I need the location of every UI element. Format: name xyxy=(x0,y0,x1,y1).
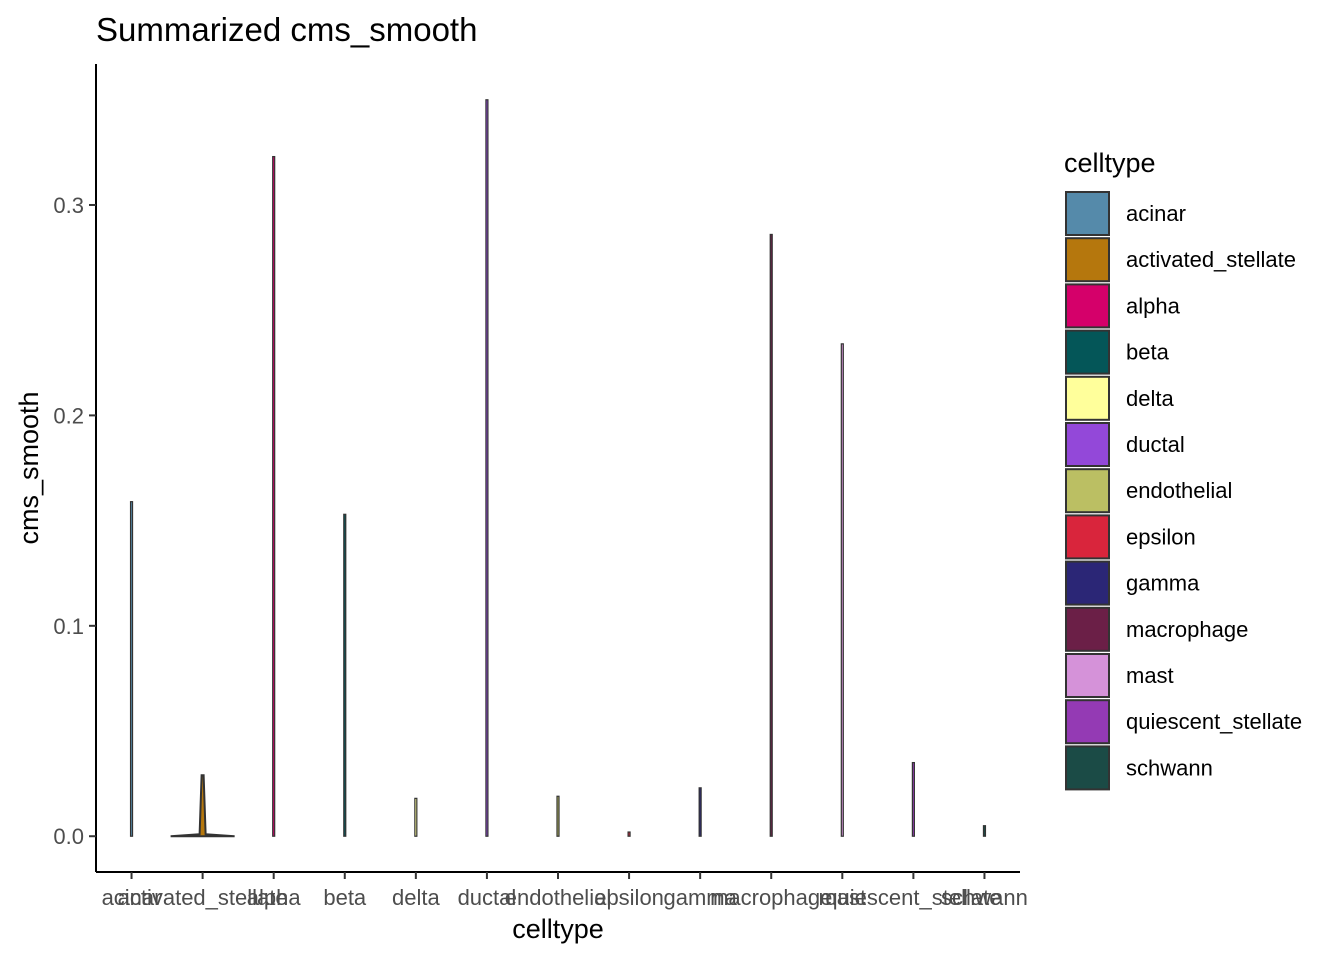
legend-key xyxy=(1065,745,1110,791)
violin-shape xyxy=(627,831,631,837)
violin-shape xyxy=(698,787,702,837)
x-tick-label: quiescent_stellate xyxy=(825,885,1001,910)
legend-item-alpha: alpha xyxy=(1065,283,1181,329)
x-tick-label: mast xyxy=(818,885,866,910)
violin-shape xyxy=(485,99,489,837)
violin-delta xyxy=(414,797,418,837)
x-tick-label: gamma xyxy=(663,885,737,910)
violin-shape xyxy=(414,797,418,837)
y-tick-label: 0.2 xyxy=(53,403,84,428)
legend-key xyxy=(1065,468,1110,514)
violin-shape xyxy=(840,343,844,837)
legend-item-schwann: schwann xyxy=(1065,745,1213,791)
x-tick-label: macrophage xyxy=(710,885,832,910)
legend-label: gamma xyxy=(1126,571,1200,596)
legend-key xyxy=(1065,329,1110,375)
violin-shape xyxy=(911,761,915,837)
legend-item-endothelial: endothelial xyxy=(1065,468,1232,514)
legend-title: celltype xyxy=(1064,148,1156,178)
x-tick-label: ductal xyxy=(458,885,517,910)
x-tick-label: schwann xyxy=(941,885,1028,910)
legend-item-acinar: acinar xyxy=(1065,191,1186,236)
chart-title: Summarized cms_smooth xyxy=(96,11,477,48)
legend-key xyxy=(1065,237,1110,283)
legend-key xyxy=(1065,560,1110,606)
violin-shape xyxy=(769,233,773,837)
violin-macrophage xyxy=(769,233,773,837)
violin-shape xyxy=(982,825,987,837)
legend-label: acinar xyxy=(1126,201,1186,226)
plot-area xyxy=(129,99,987,838)
violin-shape xyxy=(556,795,560,837)
x-tick-label: endothelial xyxy=(505,885,611,910)
x-axis-title: celltype xyxy=(512,914,604,944)
legend-item-gamma: gamma xyxy=(1065,560,1200,606)
violin-beta xyxy=(343,513,347,837)
legend-key xyxy=(1065,653,1110,698)
legend-label: mast xyxy=(1126,663,1174,688)
y-axis-title: cms_smooth xyxy=(14,391,44,544)
legend-key xyxy=(1065,283,1110,329)
legend-key xyxy=(1065,514,1110,560)
legend-key xyxy=(1065,191,1110,236)
x-tick-label: beta xyxy=(323,885,367,910)
legend-item-delta: delta xyxy=(1065,375,1174,421)
violin-acinar xyxy=(129,501,134,837)
y-tick-label: 0.0 xyxy=(53,824,84,849)
violin-shape xyxy=(343,513,347,837)
legend-key xyxy=(1065,375,1110,421)
x-tick-label: delta xyxy=(392,885,440,910)
legend-item-macrophage: macrophage xyxy=(1065,606,1248,652)
legend-label: beta xyxy=(1126,340,1170,365)
violin-shape xyxy=(129,501,134,837)
x-tick-label: acinar xyxy=(102,885,162,910)
y-tick-label: 0.3 xyxy=(53,193,84,218)
x-tick-label: alpha xyxy=(247,885,302,910)
legend-label: macrophage xyxy=(1126,617,1248,642)
legend-label: quiescent_stellate xyxy=(1126,709,1302,734)
legend-item-activated_stellate: activated_stellate xyxy=(1065,237,1296,283)
legend-key xyxy=(1065,606,1110,652)
legend-label: delta xyxy=(1126,386,1174,411)
violin-endothelial xyxy=(556,795,560,837)
y-axis: 0.0 0.1 0.2 0.3 xyxy=(53,64,97,872)
violin-ductal xyxy=(485,99,489,837)
violin-alpha xyxy=(272,155,276,837)
violin-schwann xyxy=(982,825,987,837)
y-tick-label: 0.1 xyxy=(53,614,84,639)
legend-item-epsilon: epsilon xyxy=(1065,514,1196,560)
legend-label: alpha xyxy=(1126,293,1181,318)
legend-label: activated_stellate xyxy=(1126,247,1296,272)
legend-label: schwann xyxy=(1126,755,1213,780)
violin-epsilon xyxy=(627,831,631,837)
legend-item-ductal: ductal xyxy=(1065,422,1185,467)
violin-mast xyxy=(840,343,844,837)
violin-quiescent_stellate xyxy=(911,761,915,837)
violin-shape xyxy=(272,155,276,837)
x-tick-label: activated_stellate xyxy=(118,885,288,910)
legend-key xyxy=(1065,422,1110,467)
legend-key xyxy=(1065,699,1110,745)
legend-item-mast: mast xyxy=(1065,653,1174,698)
legend-label: endothelial xyxy=(1126,478,1232,503)
x-tick-label: epsilon xyxy=(594,885,664,910)
violin-activated_stellate xyxy=(170,774,235,838)
violin-shape xyxy=(170,774,235,838)
violin-gamma xyxy=(698,787,702,837)
legend-label: epsilon xyxy=(1126,524,1196,549)
legend-item-quiescent_stellate: quiescent_stellate xyxy=(1065,699,1302,745)
legend-label: ductal xyxy=(1126,432,1185,457)
legend-item-beta: beta xyxy=(1065,329,1170,375)
